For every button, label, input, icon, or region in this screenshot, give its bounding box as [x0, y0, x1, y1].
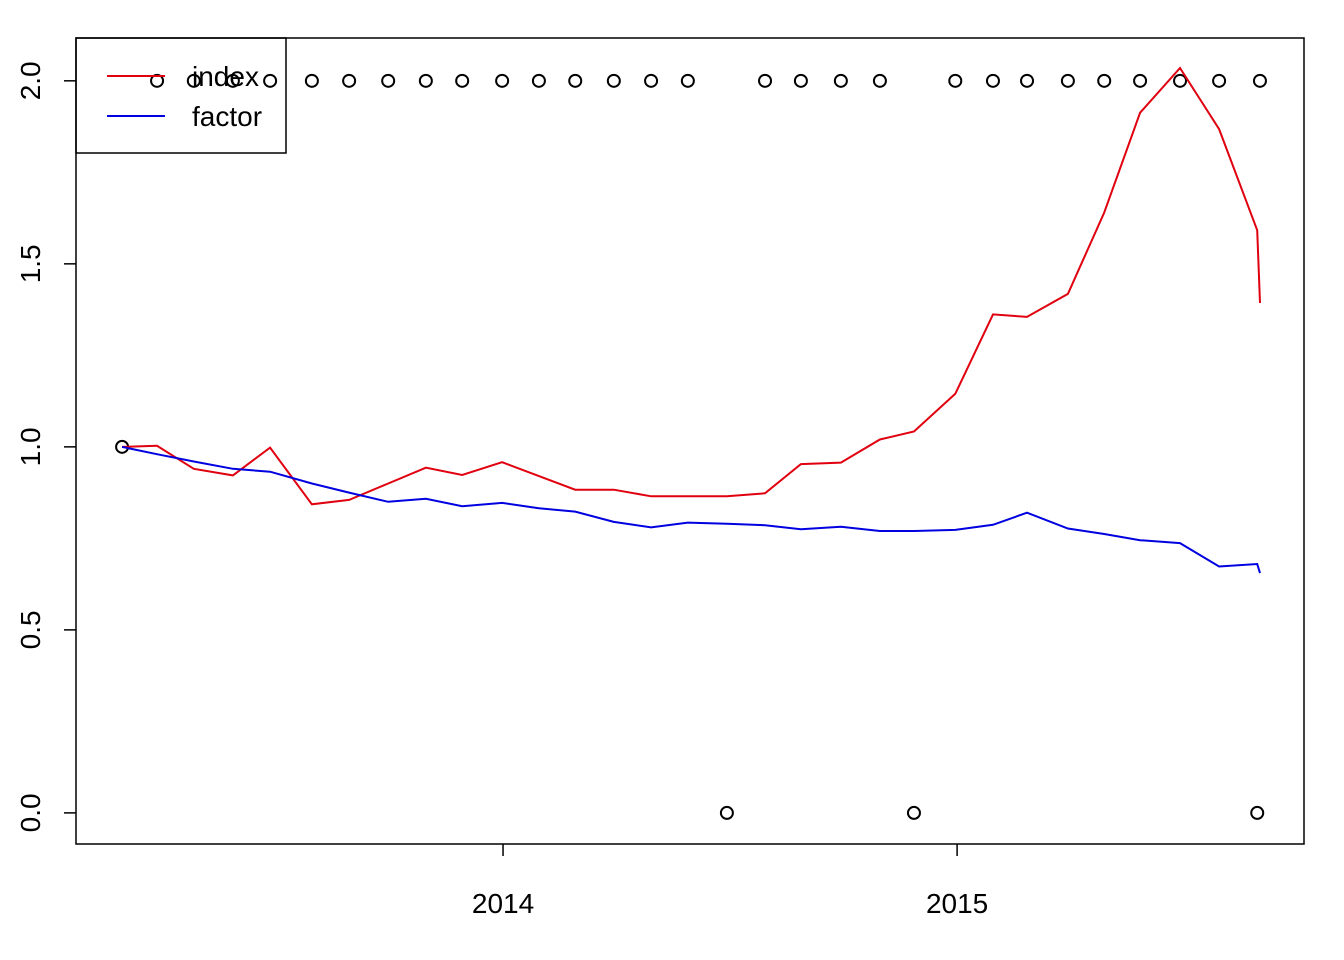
- point: [985, 73, 1000, 88]
- point: [1173, 73, 1188, 88]
- point: [1250, 805, 1265, 820]
- point: [948, 73, 963, 88]
- point: [680, 73, 695, 88]
- point: [263, 73, 278, 88]
- point: [758, 73, 773, 88]
- point: [1212, 73, 1227, 88]
- point: [186, 73, 201, 88]
- point: [833, 73, 848, 88]
- point: [1133, 73, 1148, 88]
- x-tick-label: 2015: [926, 888, 988, 919]
- point: [793, 73, 808, 88]
- point: [304, 73, 319, 88]
- point: [906, 805, 921, 820]
- point: [644, 73, 659, 88]
- legend-label: factor: [192, 101, 262, 132]
- point: [872, 73, 887, 88]
- legend-box: [75, 37, 287, 154]
- point: [418, 73, 433, 88]
- point: [1252, 73, 1267, 88]
- y-tick-label: 2.0: [15, 61, 46, 100]
- y-tick-label: 1.0: [15, 427, 46, 466]
- x-tick-label: 2014: [472, 888, 534, 919]
- point: [495, 73, 510, 88]
- point: [455, 73, 470, 88]
- point: [606, 73, 621, 88]
- legend-label: index: [192, 61, 259, 92]
- point: [1020, 73, 1035, 88]
- point: [531, 73, 546, 88]
- y-tick-label: 0.5: [15, 610, 46, 649]
- point: [225, 73, 240, 88]
- plot-frame: [75, 37, 1305, 845]
- point: [568, 73, 583, 88]
- y-tick-label: 0.0: [15, 793, 46, 832]
- point: [1060, 73, 1075, 88]
- line-series: [122, 66, 1261, 506]
- line-series: [121, 445, 1261, 574]
- point: [150, 73, 165, 88]
- point: [719, 805, 734, 820]
- point: [342, 73, 357, 88]
- y-tick-label: 1.5: [15, 244, 46, 283]
- point: [1097, 73, 1112, 88]
- point: [381, 73, 396, 88]
